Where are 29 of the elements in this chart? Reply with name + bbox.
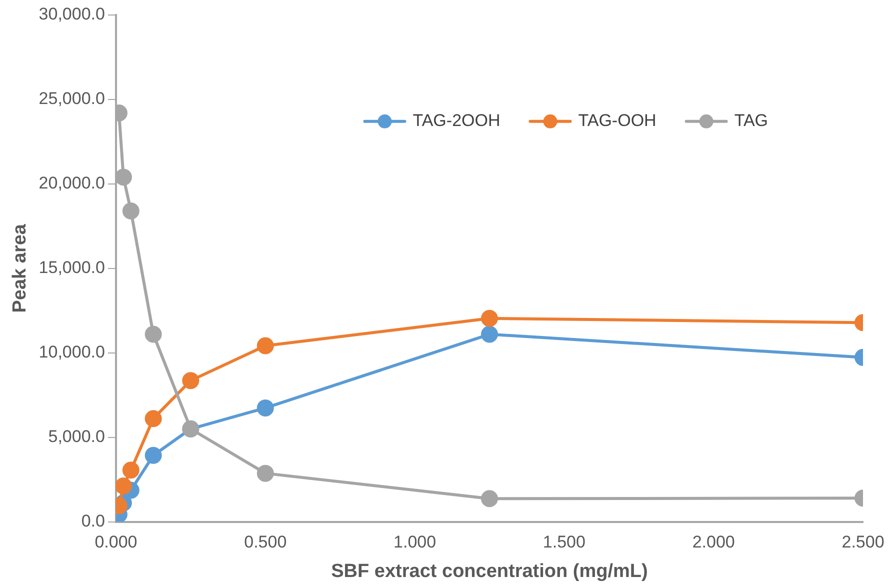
point (182, 372, 200, 390)
point (144, 410, 162, 428)
point (256, 337, 274, 354)
point (116, 168, 132, 186)
point (122, 462, 140, 479)
x-tick-label: 0.500 (244, 532, 287, 552)
y-tick-label: 10,000.0 (38, 342, 105, 362)
y-tick-label: 25,000.0 (38, 89, 105, 108)
y-tick-label: 0.0 (81, 511, 105, 530)
point (116, 477, 132, 494)
y-axis-title: Peak area (10, 224, 31, 313)
point (122, 202, 140, 220)
point (256, 464, 274, 482)
y-tick-label: 30,000.0 (38, 4, 105, 24)
legend-label: TAG (734, 111, 768, 130)
y-tick-label: 15,000.0 (38, 258, 105, 278)
x-axis-title: SBF extract concentration (mg/mL) (331, 560, 648, 582)
x-tick-label: 1.000 (394, 532, 436, 552)
legend-label: TAG-OOH (578, 111, 656, 130)
legend-label: TAG-2OOH (412, 111, 500, 130)
y-tick-label: 20,000.0 (38, 174, 105, 193)
x-tick-label: 2.000 (692, 532, 735, 552)
point (144, 446, 162, 464)
point (144, 326, 162, 343)
point (256, 399, 274, 416)
x-tick-label: 1.500 (542, 532, 586, 552)
x-tick-label: 0.000 (94, 532, 138, 552)
x-tick-label: 2.500 (842, 532, 884, 552)
y-tick-label: 5,000.0 (48, 427, 105, 446)
